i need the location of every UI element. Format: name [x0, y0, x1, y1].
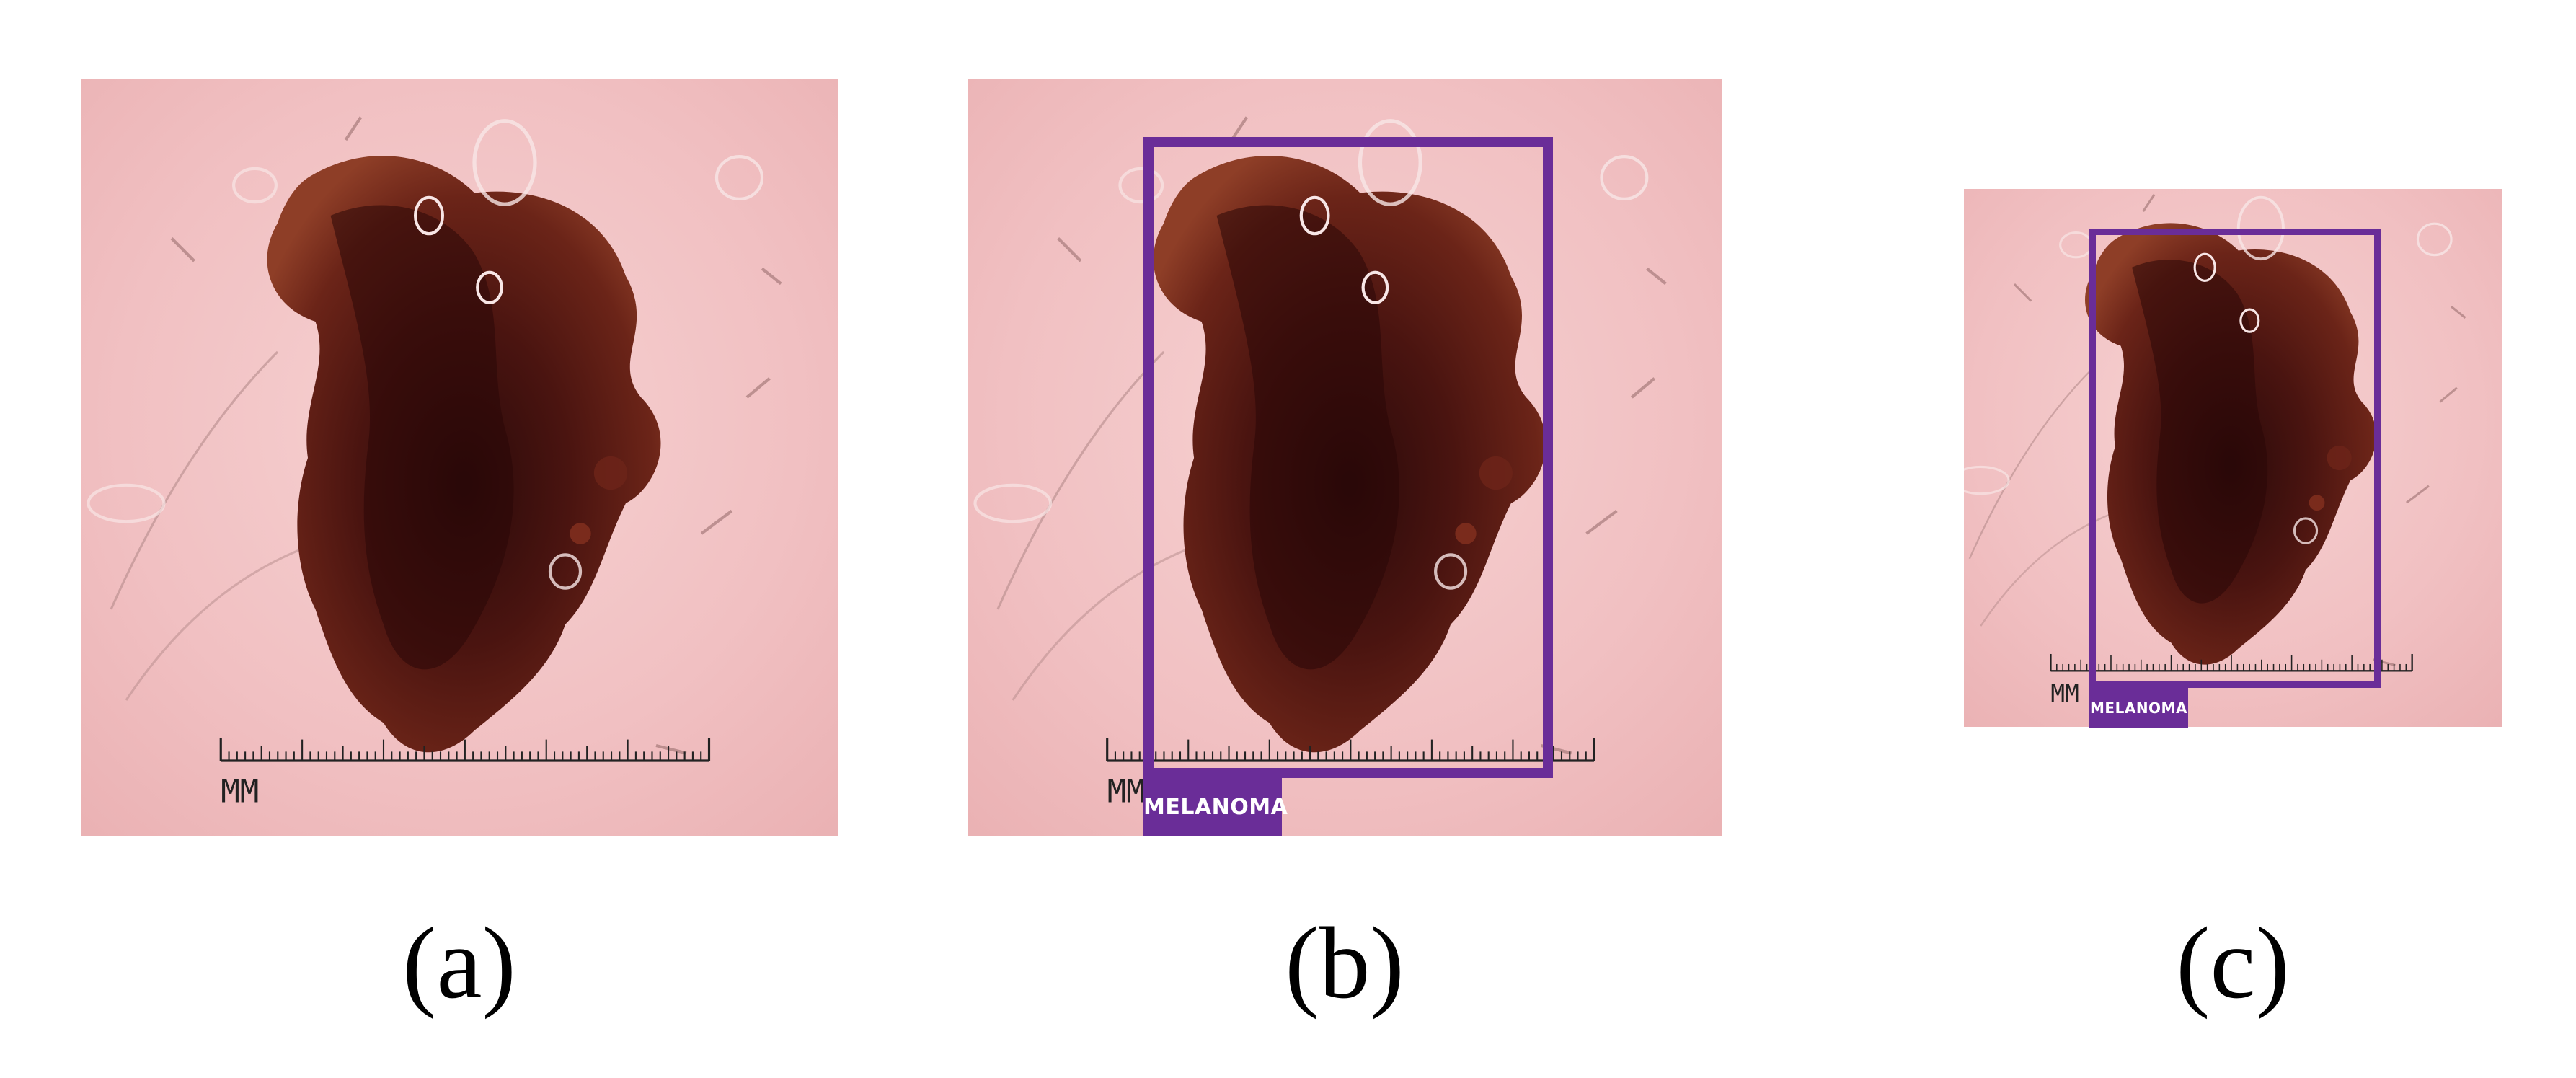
dermoscopy-image: MM — [81, 79, 838, 836]
lesion-photo-a: MM — [81, 79, 838, 836]
panel-caption-a: (a) — [402, 906, 516, 1020]
panel-caption-b: (b) — [1285, 906, 1404, 1020]
detection-label: MELANOMA — [1143, 778, 1288, 836]
lesion-photo-c: MM — [1964, 189, 2502, 727]
dermoscopy-image: MM — [968, 79, 1722, 836]
ruler-label: MM — [2050, 680, 2079, 707]
detection-bounding-box — [1143, 137, 1553, 778]
detection-bounding-box — [2089, 229, 2381, 688]
detection-label: MELANOMA — [2089, 688, 2188, 728]
ruler-label: MM — [1107, 774, 1146, 810]
ruler-label: MM — [221, 774, 259, 810]
lesion-photo-b: MM — [968, 79, 1722, 836]
panel-caption-c: (c) — [2176, 906, 2290, 1020]
dermoscopy-image: MM — [1964, 189, 2502, 727]
